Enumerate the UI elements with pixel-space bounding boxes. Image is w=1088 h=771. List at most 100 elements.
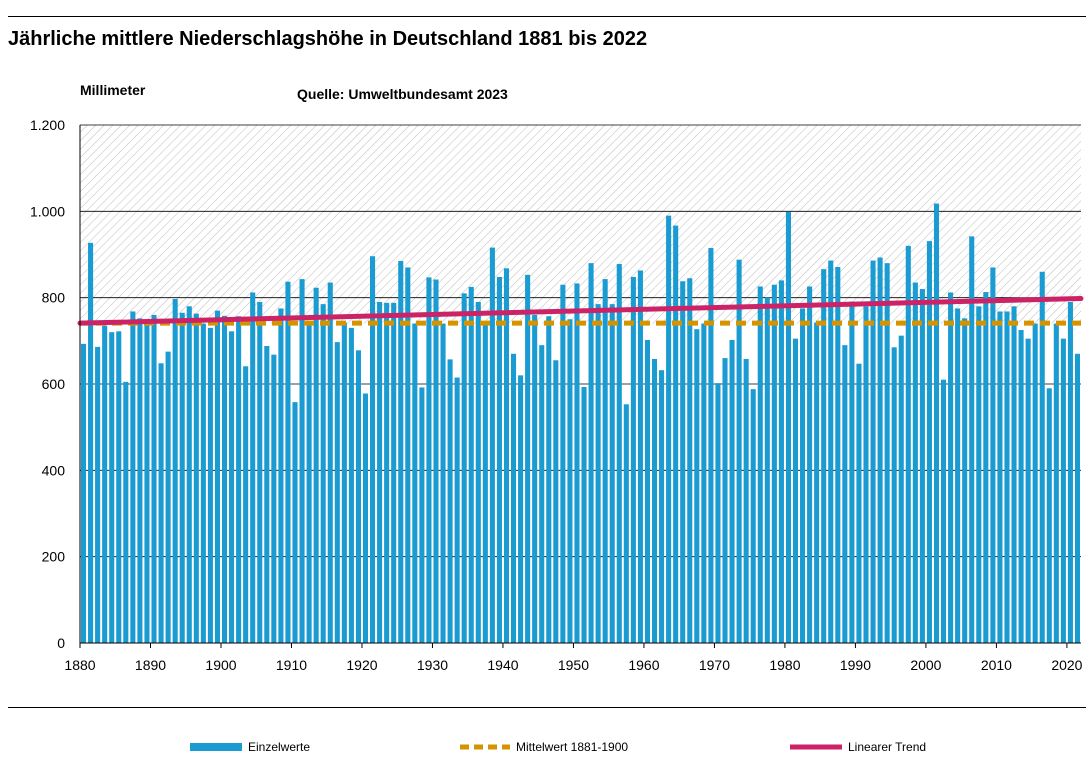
bar-1932 [440,323,446,643]
bar-1887 [123,381,129,643]
bar-1971 [715,383,721,643]
bar-1950 [567,319,573,643]
bar-1977 [757,286,763,643]
bar-1970 [708,248,714,643]
bar-1934 [454,377,460,643]
bar-1972 [722,358,728,643]
bar-1943 [518,375,524,643]
axes: 0 200 400 600 800 1.000 1.200 1880 1890 1900 1910 1… [30,117,1083,673]
x-tick-label: 1900 [205,657,236,673]
x-tick-label: 1950 [558,657,589,673]
y-tick-label: 1.200 [30,117,65,133]
bar-1998 [905,245,911,643]
bar-1890 [144,323,150,643]
bar-1918 [341,322,347,643]
bar-2004 [948,292,954,643]
bar-1988 [835,267,841,643]
bar-2013 [1011,306,1017,643]
y-tick-label: 800 [42,290,66,306]
bar-1908 [271,354,277,643]
legend-dashed-line-swatch [460,744,510,750]
bar-1893 [165,351,171,643]
x-tick-label: 2000 [910,657,941,673]
bar-1989 [842,345,848,643]
bottom-rule [8,707,1086,708]
bar-1982 [792,338,799,643]
bar-1973 [729,339,735,643]
bar-2005 [955,308,961,643]
legend-label-mittelwert: Mittelwert 1881-1900 [516,740,629,754]
bar-1900 [214,310,220,643]
bar-2006 [962,318,968,643]
bar-1896 [186,306,192,643]
bar-1937 [475,301,481,643]
legend-label-linearer-trend: Linearer Trend [848,740,927,754]
bar-1889 [137,318,143,643]
x-tick-label: 1910 [276,657,307,673]
bar-1994 [877,257,883,643]
chart-title: Jährliche mittlere Niederschlagshöhe in … [8,28,648,50]
bar-1979 [771,284,777,643]
bar-2022 [1074,353,1081,643]
bar-1907 [264,346,270,643]
bar-1885 [109,332,115,643]
x-tick-label: 2010 [981,657,1012,673]
bar-1933 [447,359,453,643]
bar-1899 [207,327,213,643]
bar-2001 [926,241,932,643]
bar-1960 [637,270,643,643]
bar-2007 [969,236,975,643]
bar-1894 [172,298,178,643]
bar-1911 [292,402,298,643]
x-tick-label: 1930 [417,657,448,673]
bar-1965 [673,225,679,643]
bar-2018 [1046,388,1052,643]
bar-1956 [609,304,615,643]
bar-1930 [426,277,432,643]
bar-1910 [285,281,291,643]
bar-1949 [560,284,566,643]
bar-1898 [200,323,206,643]
bar-1976 [750,389,756,643]
x-tick-label: 1940 [487,657,518,673]
linear-trend-line [77,296,1084,326]
bar-1966 [680,281,686,643]
bar-1991 [856,363,862,643]
bar-1974 [736,259,742,643]
bar-1922 [370,256,376,643]
bar-1903 [236,316,242,643]
bar-1912 [299,279,305,643]
x-tick-label: 1990 [840,657,871,673]
top-rule [8,16,1086,17]
bar-1927 [405,267,411,643]
bar-2016 [1032,323,1038,643]
bar-1969 [701,323,707,643]
legend-label-einzelwerte: Einzelwerte [248,740,311,754]
bar-2009 [983,292,989,643]
bar-1938 [482,323,488,643]
bar-1967 [687,278,693,643]
bar-1955 [602,279,608,643]
bar-1995 [884,263,890,643]
bar-1882 [88,242,94,643]
bar-1886 [116,331,122,643]
bar-1958 [623,404,629,643]
bar-1942 [510,353,517,643]
bar-1936 [468,286,474,643]
bar-1917 [334,342,340,643]
source-label: Quelle: Umweltbundesamt 2023 [297,86,508,102]
bar-1902 [229,331,235,643]
bar-1968 [694,329,700,643]
bar-1962 [651,358,658,643]
bar-2008 [976,306,982,643]
bar-1931 [433,279,439,643]
bar-2019 [1053,323,1059,643]
bar-1913 [306,323,312,643]
bar-1959 [630,276,636,643]
bar-series-einzelwerte [80,203,1081,644]
bar-1901 [221,315,228,643]
bar-1980 [778,280,784,643]
line-series [77,296,1084,326]
bar-2003 [941,379,947,643]
bar-1978 [764,297,770,643]
